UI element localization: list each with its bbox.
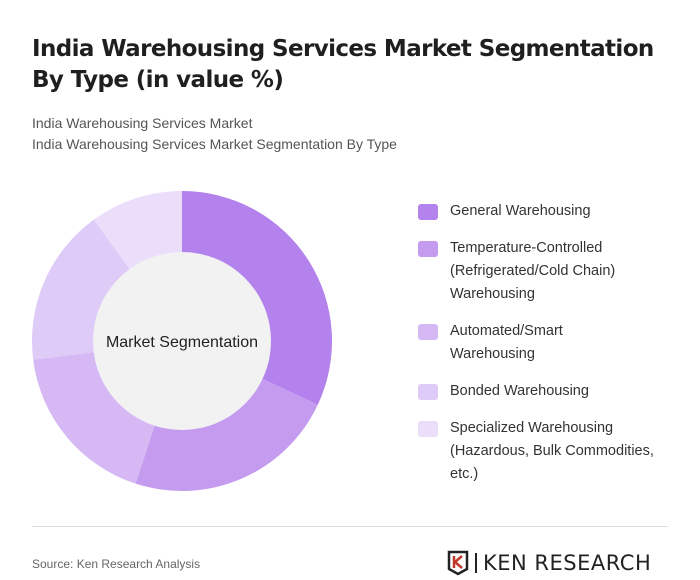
legend-item: Specialized Warehousing (Hazardous, Bulk… (418, 417, 675, 486)
ken-research-logo: KEN RESEARCH (447, 550, 651, 576)
legend-swatch (418, 241, 438, 257)
legend-label: Automated/Smart Warehousing (450, 323, 563, 362)
legend-item: Automated/Smart Warehousing (418, 320, 600, 366)
donut-hole (93, 252, 271, 430)
legend-swatch (418, 204, 438, 220)
legend-item: Bonded Warehousing (418, 380, 688, 403)
legend-swatch (418, 384, 438, 400)
logo-shield-icon (447, 550, 469, 576)
legend-label: General Warehousing (450, 203, 591, 219)
legend-label: Temperature-Controlled (Refrigerated/Col… (450, 240, 616, 302)
divider (32, 526, 668, 527)
source-note: Source: Ken Research Analysis (32, 557, 201, 571)
subtitle-market: India Warehousing Services Market (32, 115, 253, 131)
legend-swatch (418, 421, 438, 437)
legend-swatch (418, 324, 438, 340)
logo-separator (475, 553, 477, 573)
subtitle-segmentation: India Warehousing Services Market Segmen… (32, 136, 397, 152)
legend-item: Temperature-Controlled (Refrigerated/Col… (418, 237, 688, 306)
donut-chart: Market Segmentation (32, 191, 332, 491)
logo-text: KEN RESEARCH (483, 551, 652, 575)
legend: General Warehousing Temperature-Controll… (418, 200, 688, 486)
legend-label: Bonded Warehousing (450, 383, 589, 399)
legend-label: Specialized Warehousing (Hazardous, Bulk… (450, 420, 654, 482)
legend-item: General Warehousing (418, 200, 688, 223)
chart-title: India Warehousing Services Market Segmen… (32, 36, 654, 93)
center-label: Market Segmentation (106, 334, 258, 351)
